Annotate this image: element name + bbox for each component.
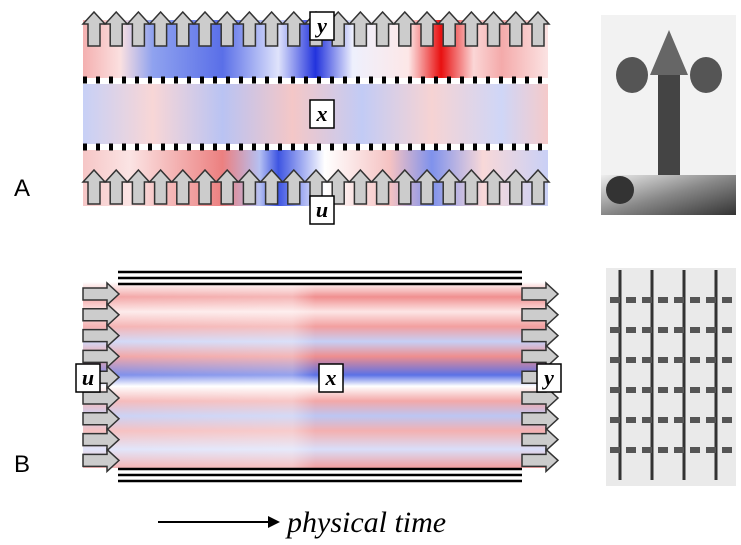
arrows-a: [81, 10, 551, 205]
boundary-lines: [118, 270, 522, 483]
arrow: [82, 302, 121, 328]
arrow: [192, 10, 218, 47]
label-box: [309, 195, 335, 225]
reservoir-shade: [83, 282, 548, 468]
labels: y x u u x y: [75, 11, 562, 393]
arrow: [414, 10, 440, 47]
panel-label: A: [14, 175, 30, 202]
label-box: [318, 363, 344, 393]
arrow: [192, 168, 218, 205]
arrow: [81, 168, 107, 205]
arrow: [480, 168, 507, 205]
arrow: [521, 406, 560, 432]
arrow: [103, 168, 129, 205]
label-box: [75, 363, 101, 393]
node-label: x: [316, 101, 328, 126]
arrow: [214, 10, 240, 47]
arrow: [236, 10, 263, 47]
arrow: [458, 10, 485, 47]
node-label: u: [316, 197, 328, 222]
arrow: [521, 302, 560, 328]
arrow-head: [268, 516, 280, 528]
arrow: [458, 168, 485, 205]
arrow: [125, 10, 152, 47]
arrow: [521, 281, 560, 307]
arrow: [414, 168, 440, 205]
engine-image: [606, 268, 736, 486]
arrow: [347, 10, 374, 47]
panel-label: B: [14, 451, 30, 478]
arrow: [82, 281, 121, 307]
arrow: [82, 322, 121, 349]
label-box: [309, 11, 335, 41]
arrow: [281, 10, 307, 47]
arrow: [258, 10, 285, 47]
arrow: [525, 10, 551, 47]
arrow: [525, 168, 551, 205]
arrow: [147, 168, 174, 205]
arrow: [503, 10, 529, 47]
arrow: [347, 168, 374, 205]
arrow: [82, 406, 121, 432]
arrow: [82, 447, 121, 474]
node-label: u: [82, 365, 94, 390]
arrow: [147, 10, 174, 47]
arrow: [81, 10, 107, 47]
node-label: x: [325, 365, 337, 390]
arrow: [236, 168, 263, 205]
arrow: [82, 343, 121, 370]
arrow: [369, 10, 396, 47]
arrow: [82, 426, 121, 453]
arrow: [281, 168, 307, 205]
label-box: [309, 99, 335, 129]
label-box: [536, 363, 562, 393]
arrow: [170, 168, 196, 205]
arrow: [392, 168, 418, 205]
node-label: y: [314, 13, 327, 38]
arrow: [503, 168, 529, 205]
arrow: [521, 426, 560, 453]
governor-image: [601, 15, 736, 215]
node-label: y: [541, 365, 554, 390]
arrow: [258, 168, 285, 205]
time-label: physical time: [285, 506, 446, 539]
arrow: [480, 10, 507, 47]
arrow: [369, 168, 396, 205]
arrow: [214, 168, 240, 205]
arrow: [436, 168, 462, 205]
arrow: [170, 10, 196, 47]
arrow: [521, 343, 560, 370]
arrow: [521, 322, 560, 349]
arrow: [521, 447, 560, 474]
arrow: [125, 168, 152, 205]
arrow: [436, 10, 462, 47]
arrow: [103, 10, 129, 47]
arrow: [392, 10, 418, 47]
